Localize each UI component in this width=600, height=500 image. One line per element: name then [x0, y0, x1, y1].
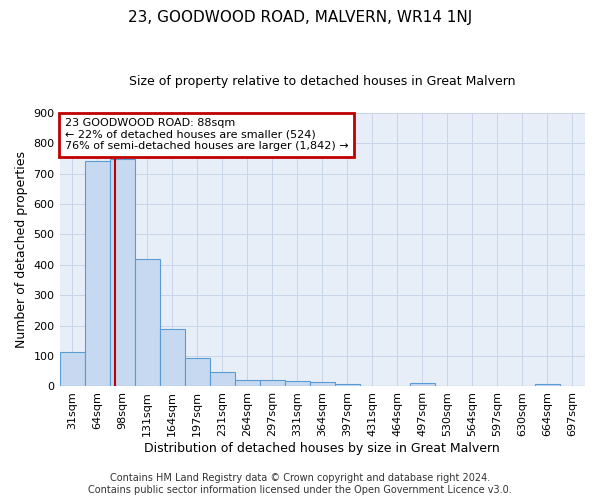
X-axis label: Distribution of detached houses by size in Great Malvern: Distribution of detached houses by size …	[145, 442, 500, 455]
Bar	[410, 384, 435, 386]
Text: 23 GOODWOOD ROAD: 88sqm
← 22% of detached houses are smaller (524)
76% of semi-d: 23 GOODWOOD ROAD: 88sqm ← 22% of detache…	[65, 118, 349, 152]
Text: 23, GOODWOOD ROAD, MALVERN, WR14 1NJ: 23, GOODWOOD ROAD, MALVERN, WR14 1NJ	[128, 10, 472, 25]
Text: Contains HM Land Registry data © Crown copyright and database right 2024.
Contai: Contains HM Land Registry data © Crown c…	[88, 474, 512, 495]
Bar	[310, 382, 335, 386]
Y-axis label: Number of detached properties: Number of detached properties	[15, 151, 28, 348]
Bar	[535, 384, 560, 386]
Bar	[335, 384, 360, 386]
Bar	[134, 258, 160, 386]
Title: Size of property relative to detached houses in Great Malvern: Size of property relative to detached ho…	[129, 75, 515, 88]
Bar	[235, 380, 260, 386]
Bar	[209, 372, 235, 386]
Bar	[85, 162, 110, 386]
Bar	[185, 358, 209, 386]
Bar	[160, 330, 185, 386]
Bar	[260, 380, 285, 386]
Bar	[110, 159, 134, 386]
Bar	[59, 352, 85, 386]
Bar	[285, 381, 310, 386]
